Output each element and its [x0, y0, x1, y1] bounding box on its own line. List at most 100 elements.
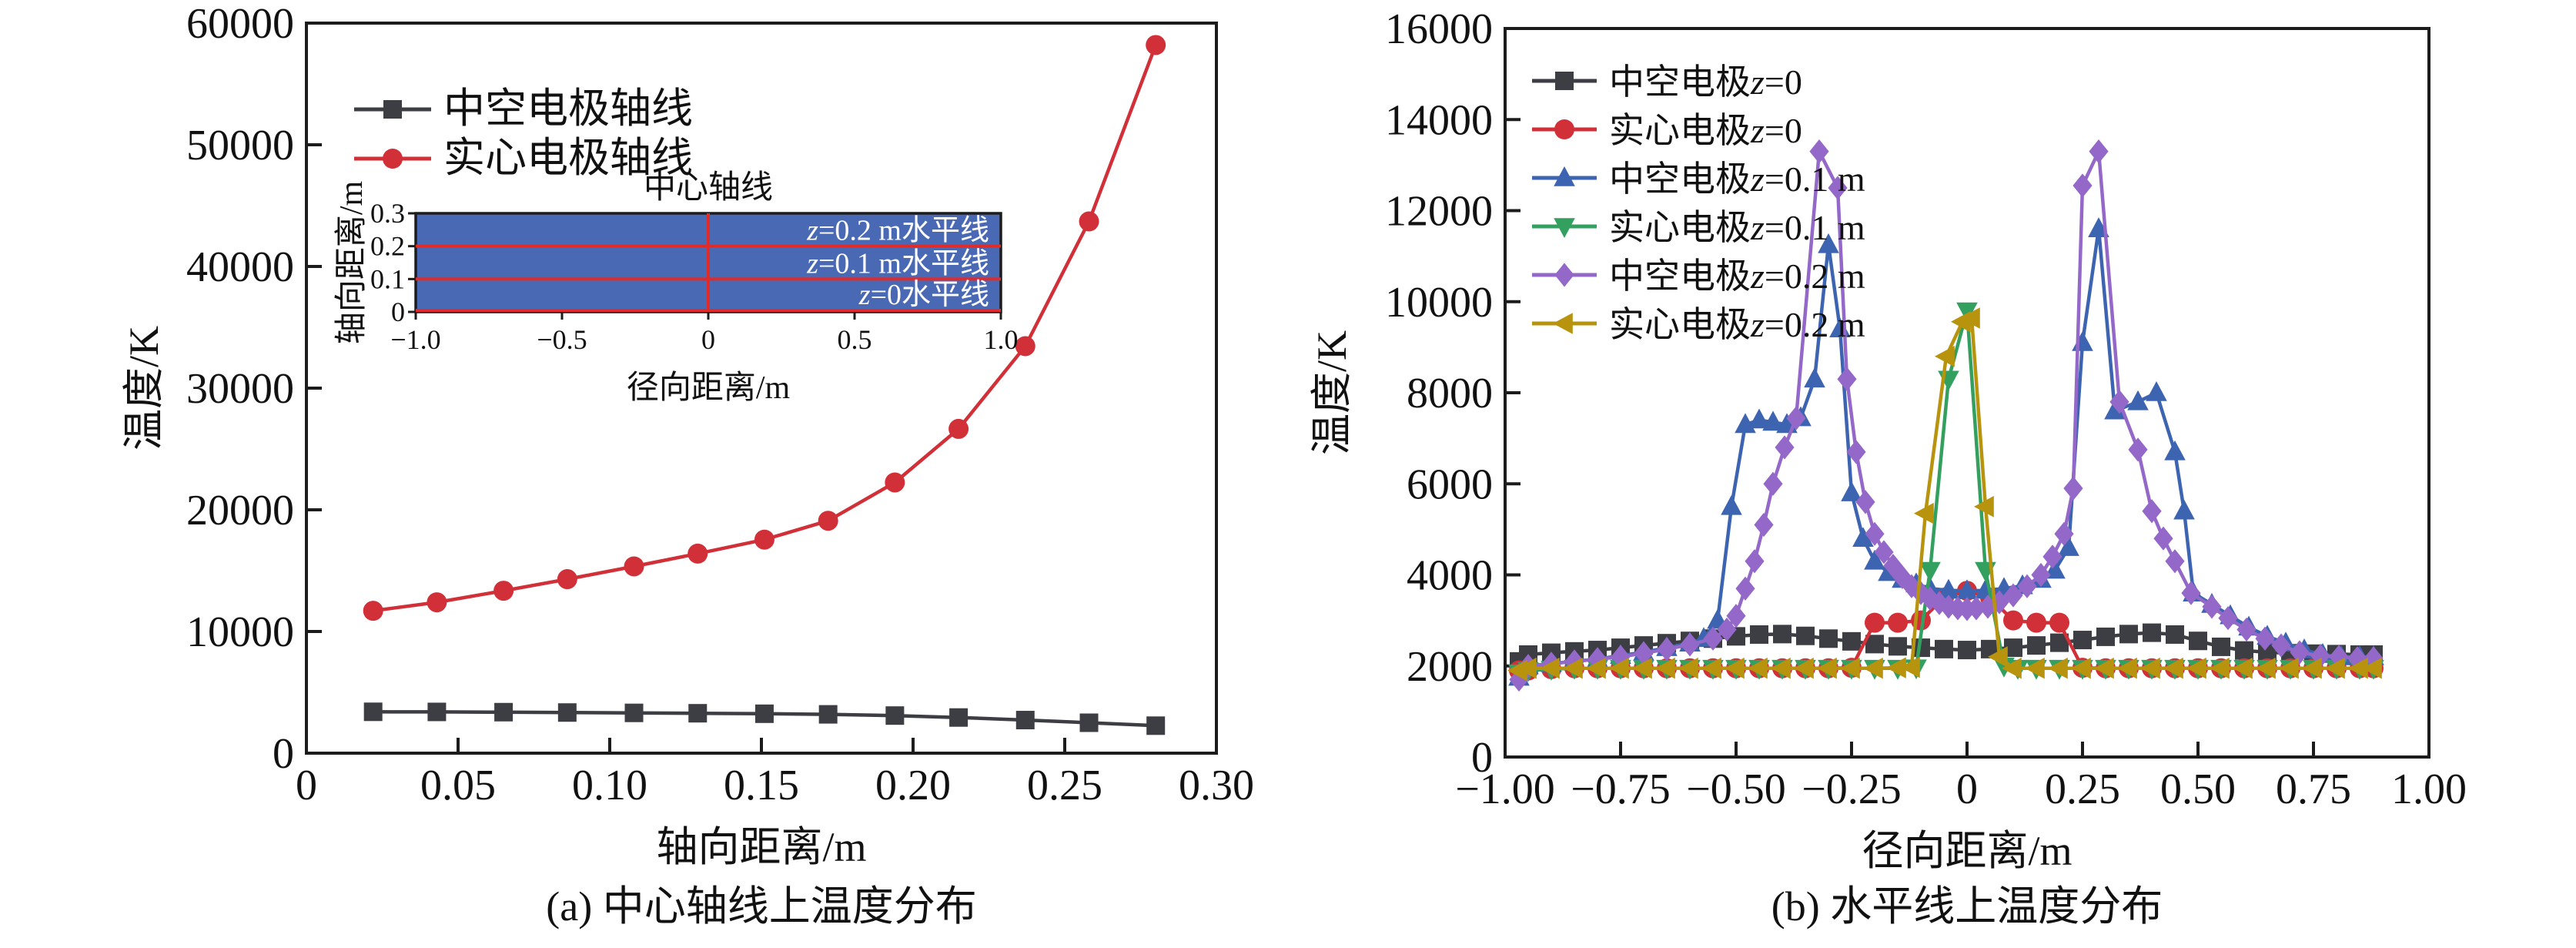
- triangle-up-marker: [2173, 499, 2195, 520]
- square-marker: [1958, 641, 1976, 660]
- triangle-left-marker: [2025, 657, 2045, 679]
- series-solid-electrode-z-0-2m: [1507, 307, 2382, 682]
- diamond-marker: [2290, 640, 2310, 665]
- diamond-marker: [1754, 512, 1774, 538]
- diamond-marker: [1865, 521, 1885, 546]
- triangle-up-marker: [1818, 233, 1839, 253]
- triangle-left-marker: [1817, 657, 1837, 679]
- circle-marker: [818, 511, 838, 531]
- diamond-marker: [1883, 554, 1903, 578]
- triangle-left-marker: [2071, 657, 2091, 679]
- inset-hline-label: z=0.2 m水平线: [806, 215, 989, 247]
- triangle-up-marker: [1721, 494, 1742, 515]
- square-marker: [2096, 627, 2115, 646]
- panel-a: 0 0.05 0.10 0.15 0.20 0.25 0.30010000200003000…: [121, 0, 1254, 870]
- diamond-marker: [2003, 583, 2023, 608]
- diamond-marker: [1874, 540, 1894, 564]
- legend-label-solid-electrode-z-0-1m: 实心电极z=0.1 m: [1609, 208, 1865, 247]
- legend-label-hollow-electrode-axis: 中空电极轴线: [443, 85, 693, 132]
- square-marker: [2143, 623, 2161, 642]
- y-tick-label: 8000: [1407, 370, 1493, 417]
- diamond-marker: [2202, 595, 2222, 619]
- x-tick-label: 0.15: [724, 762, 799, 809]
- triangle-left-marker: [1840, 657, 1860, 679]
- triangle-up-marker: [2164, 440, 2186, 461]
- y-tick-label: 14000: [1385, 96, 1493, 144]
- y-tick-label: 40000: [186, 243, 294, 291]
- diamond-marker: [2271, 633, 2291, 658]
- triangle-left-marker: [1701, 657, 1721, 679]
- x-tick-label: −0.25: [1802, 765, 1902, 813]
- triangle-down-marker: [1919, 561, 1941, 582]
- legend-label-hollow-electrode-z-0-1m: 中空电极z=0.1 m: [1609, 159, 1865, 199]
- diamond-marker: [2181, 581, 2201, 605]
- square-marker: [363, 702, 383, 722]
- diamond-marker: [2031, 562, 2051, 588]
- triangle-up-marker: [1841, 481, 1862, 501]
- triangle-down-marker: [1554, 218, 1575, 238]
- square-marker: [494, 702, 514, 722]
- inset-x-tick-label: 0: [701, 324, 715, 355]
- diamond-marker: [1978, 595, 1998, 619]
- triangle-left-marker: [2186, 657, 2206, 679]
- legend-panel-b: 中空电极z=0 实心电极z=0 中空电极z=0.1 m 实心电极z=0.1 m 中空电极…: [1532, 62, 1865, 344]
- diamond-marker: [1855, 490, 1875, 514]
- triangle-up-marker: [1956, 579, 1978, 599]
- y-tick-label: 0: [1471, 734, 1493, 782]
- inset-x-tick-label: −1.0: [390, 324, 440, 355]
- y-tick-label: 0: [273, 730, 294, 778]
- circle-marker: [687, 543, 708, 564]
- circle-marker: [2049, 612, 2069, 633]
- square-marker: [1750, 625, 1768, 644]
- diamond-marker: [2089, 139, 2109, 164]
- y-tick-label: 10000: [186, 608, 294, 656]
- diamond-marker: [1763, 471, 1783, 496]
- inset-y-axis-label: 轴向距离/m: [333, 181, 370, 345]
- triangle-up-marker: [2146, 381, 2167, 401]
- x-tick-label: 0.50: [2160, 765, 2236, 813]
- y-tick-label: 6000: [1407, 461, 1493, 508]
- diamond-marker: [1509, 667, 1529, 692]
- square-marker: [1773, 625, 1791, 644]
- triangle-left-marker: [1632, 657, 1652, 679]
- square-marker: [2235, 641, 2253, 660]
- triangle-left-marker: [1863, 657, 1883, 679]
- triangle-left-marker: [2140, 657, 2160, 679]
- diamond-marker: [1809, 139, 1829, 164]
- diamond-marker: [1735, 576, 1755, 601]
- triangle-up-marker: [1852, 527, 1874, 547]
- diamond-marker: [1837, 367, 1857, 391]
- inset-y-tick-label: 0.1: [370, 263, 405, 294]
- diamond-marker: [1611, 645, 1631, 669]
- diamond-marker: [1846, 440, 1866, 464]
- triangle-left-marker: [1914, 502, 1934, 524]
- triangle-up-marker: [1554, 166, 1575, 186]
- y-tick-label: 2000: [1407, 643, 1493, 691]
- diamond-marker: [2236, 617, 2257, 642]
- triangle-left-marker: [2233, 657, 2253, 679]
- diamond-marker: [2255, 626, 2275, 651]
- x-tick-label: 0.75: [2276, 765, 2351, 813]
- diamond-marker: [1554, 263, 1574, 287]
- triangle-left-marker: [1553, 313, 1573, 334]
- square-marker: [1889, 637, 1907, 656]
- square-marker: [1796, 626, 1815, 645]
- square-marker: [949, 708, 969, 727]
- diamond-marker: [2128, 437, 2148, 462]
- triangle-left-marker: [1771, 657, 1791, 679]
- diamond-marker: [1966, 596, 1986, 621]
- triangle-left-marker: [1563, 657, 1583, 679]
- triangle-left-marker: [2002, 657, 2022, 679]
- diamond-marker: [1657, 637, 1677, 662]
- inset-x-tick-label: 1.0: [984, 324, 1019, 355]
- square-marker: [1842, 631, 1861, 651]
- circle-marker: [1015, 336, 1035, 357]
- diamond-marker: [2073, 173, 2093, 198]
- diamond-marker: [1892, 564, 1912, 590]
- y-tick-label: 60000: [186, 0, 294, 48]
- triangle-left-marker: [2210, 657, 2230, 679]
- legend-label-solid-electrode-z-0-2m: 实心电极z=0.2 m: [1609, 305, 1865, 344]
- circle-marker: [1865, 612, 1885, 633]
- x-tick-label: 0: [296, 762, 317, 809]
